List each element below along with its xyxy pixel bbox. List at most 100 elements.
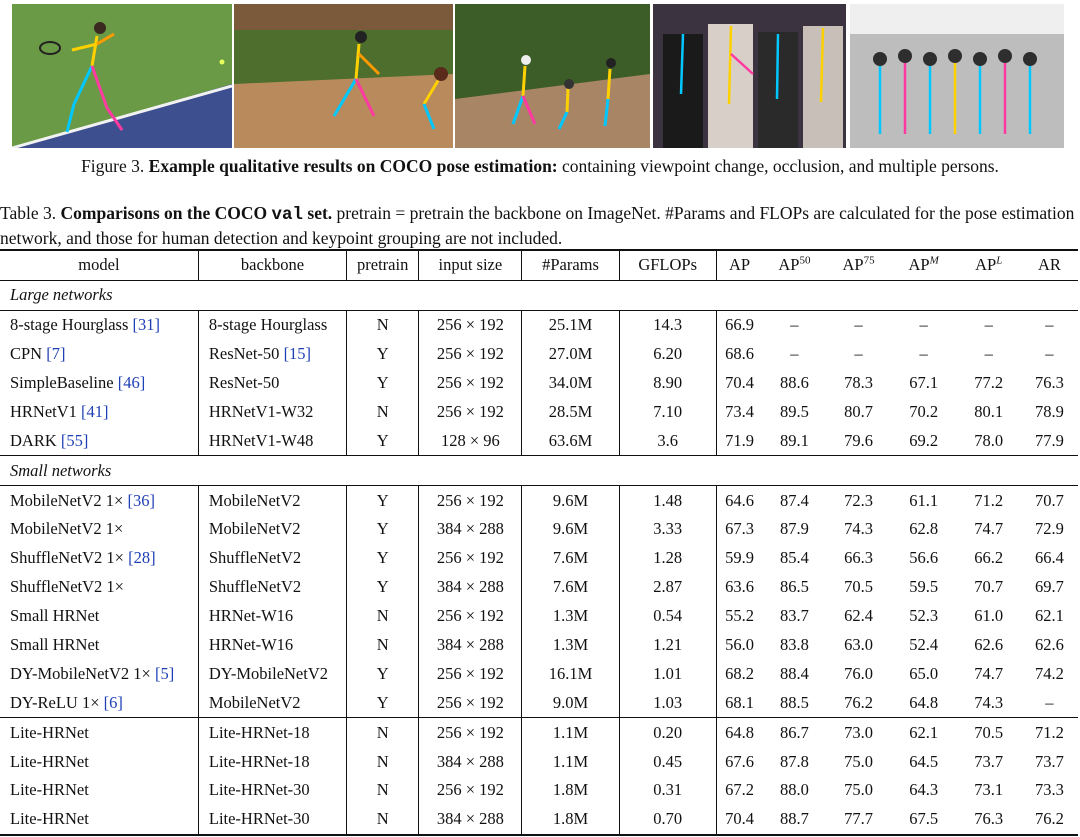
cell-ar: 77.9 (1020, 426, 1078, 457)
results-table: model backbone pretrain input size #Para… (0, 249, 1078, 836)
cell-input: 256 × 192 (418, 339, 523, 369)
cell-params: 1.1M (521, 747, 620, 777)
cell-pretrain: Y (346, 543, 420, 573)
header-input-size: input size (418, 250, 523, 281)
table-row: Small HRNet HRNet-W16 N 384 × 288 1.3M 1.21 56… (0, 630, 1078, 660)
cell-ar: 66.4 (1034, 548, 1064, 568)
cell-apl: – (984, 344, 993, 364)
cell-gflops: 6.20 (619, 339, 717, 369)
cell-gflops: 14.3 (619, 310, 717, 340)
citation-link[interactable]: [46] (117, 373, 146, 392)
cell-backbone: Lite-HRNet-30 (198, 776, 348, 805)
citation-link[interactable]: [6] (103, 692, 123, 712)
table-caption-mono: val (271, 205, 304, 225)
cell-ap75: 77.7 (826, 804, 891, 836)
cell-pretrain: Y (346, 339, 420, 369)
cell-ap: 68.1 (725, 692, 754, 712)
citation-link[interactable]: [41] (81, 401, 109, 421)
cell-apm: 64.8 (909, 692, 939, 712)
cell-ap: 59.9 (725, 548, 754, 568)
cell-ar: 70.7 (1034, 490, 1064, 510)
cell-ap50: 89.5 (779, 401, 809, 421)
cell-apm: 67.1 (909, 373, 939, 392)
cell-apm: 70.2 (909, 401, 939, 421)
crowd-occlusion-pose-image (653, 4, 846, 148)
citation-link[interactable]: [7] (46, 344, 66, 364)
cell-pretrain: N (346, 310, 420, 340)
table-row: Lite-HRNet Lite-HRNet-30 N 256 × 192 1.8M 0.3… (0, 776, 1078, 805)
cell-pretrain: N (346, 776, 420, 805)
cell-params: 28.5M (521, 397, 620, 427)
cell-apl: 77.2 (974, 373, 1004, 392)
citation-link[interactable]: [36] (127, 490, 155, 510)
citation-link[interactable]: [5] (154, 663, 175, 683)
header-params: #Params (521, 250, 620, 281)
cell-backbone: DY-MobileNetV2 (198, 659, 348, 689)
table-row: 8-stage Hourglass [31] 8-stage Hourglass N… (0, 310, 1078, 340)
header-ap50: AP50 (778, 254, 811, 275)
cell-ap75: 75.0 (844, 751, 873, 771)
cell-gflops: 3.6 (619, 426, 717, 457)
cell-model: 8-stage Hourglass [31] (0, 310, 199, 340)
cell-params: 9.6M (521, 515, 620, 544)
header-backbone: backbone (198, 250, 348, 281)
cell-ap: 70.4 (725, 373, 754, 392)
cell-gflops: 8.90 (619, 368, 717, 398)
cell-ap50: 83.8 (779, 635, 809, 655)
cell-ap: 63.6 (725, 577, 754, 597)
cell-params: 1.3M (521, 630, 620, 660)
cell-params: 1.8M (521, 776, 620, 805)
tennis-player-pose-image (12, 4, 232, 148)
cell-ar: 69.7 (1034, 577, 1064, 597)
cell-ap75: 78.3 (844, 373, 873, 392)
citation-link[interactable]: [55] (60, 430, 89, 450)
table-caption: Table 3. Comparisons on the COCO val set… (0, 202, 1078, 250)
cell-ar: – (1045, 315, 1054, 335)
cell-ap75: 70.5 (844, 577, 873, 597)
header-model: model (0, 250, 199, 281)
cell-model: MobileNetV2 1× [36] (0, 485, 199, 516)
cell-apm: 69.2 (890, 426, 957, 457)
cell-pretrain: N (346, 804, 420, 836)
cell-pretrain: Y (346, 659, 420, 689)
cell-gflops: 1.48 (619, 485, 717, 516)
cell-ar: 76.2 (1020, 804, 1078, 836)
cell-input: 256 × 192 (418, 688, 523, 718)
citation-link[interactable]: [31] (132, 315, 161, 335)
citation-link[interactable]: [15] (283, 344, 312, 364)
cell-model: ShuffleNetV2 1× [28] (0, 543, 199, 573)
cell-params: 25.1M (521, 310, 620, 340)
cell-gflops: 0.54 (619, 601, 717, 631)
cell-ap75: – (854, 315, 863, 335)
table-row: ShuffleNetV2 1× [28] ShuffleNetV2 Y 256 × 1… (0, 543, 1078, 573)
citation-link[interactable]: [28] (128, 548, 156, 568)
cell-input: 256 × 192 (418, 310, 523, 340)
cell-input: 256 × 192 (418, 543, 523, 573)
cell-apl: 80.1 (974, 401, 1004, 421)
cell-ap: 64.8 (716, 717, 763, 748)
figure-caption-bold: Example qualitative results on COCO pose… (148, 156, 558, 176)
cell-apm: 56.6 (909, 548, 939, 568)
cell-ap: 56.0 (725, 635, 754, 655)
cell-ap: 55.2 (725, 606, 754, 626)
cell-apl: 74.3 (974, 692, 1004, 712)
cell-model: ShuffleNetV2 1× (0, 572, 199, 602)
section-large-networks: Large networks (0, 280, 1078, 311)
cell-apl: – (984, 315, 993, 335)
cell-backbone: MobileNetV2 (198, 688, 348, 718)
cell-ar: 72.9 (1034, 519, 1064, 539)
header-pretrain: pretrain (346, 250, 420, 281)
cell-apm: 64.5 (909, 751, 939, 771)
cell-ap: 67.6 (725, 751, 754, 771)
cell-params: 1.8M (521, 804, 620, 836)
table-row: DY-ReLU 1× [6] MobileNetV2 Y 256 × 192 9.0M 1… (0, 688, 1078, 718)
cell-input: 256 × 192 (418, 601, 523, 631)
cell-backbone: Lite-HRNet-18 (198, 717, 348, 748)
cell-backbone: MobileNetV2 (198, 515, 348, 544)
cell-params: 1.1M (521, 717, 620, 748)
cell-input: 256 × 192 (418, 485, 523, 516)
cell-params: 7.6M (521, 543, 620, 573)
figure-caption-label: Figure 3. (81, 156, 145, 176)
cell-ap: 64.6 (725, 490, 754, 510)
cell-pretrain: Y (346, 515, 420, 544)
